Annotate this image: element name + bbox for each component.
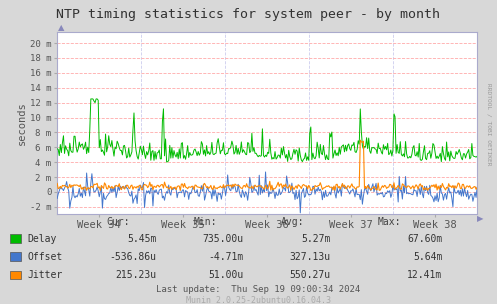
Text: 5.64m: 5.64m: [413, 252, 442, 262]
Text: RRDTOOL / TOBI OETIKER: RRDTOOL / TOBI OETIKER: [486, 83, 491, 166]
Text: 327.13u: 327.13u: [289, 252, 331, 262]
Text: -536.86u: -536.86u: [109, 252, 157, 262]
Text: Cur:: Cur:: [107, 217, 130, 227]
Text: 215.23u: 215.23u: [115, 270, 157, 280]
Text: 5.27m: 5.27m: [301, 234, 331, 244]
Text: Jitter: Jitter: [27, 270, 63, 280]
Text: 550.27u: 550.27u: [289, 270, 331, 280]
Text: Offset: Offset: [27, 252, 63, 262]
Text: ▲: ▲: [58, 23, 64, 32]
Text: Min:: Min:: [194, 217, 217, 227]
Text: Delay: Delay: [27, 234, 57, 244]
Text: Last update:  Thu Sep 19 09:00:34 2024: Last update: Thu Sep 19 09:00:34 2024: [157, 285, 360, 294]
Text: Munin 2.0.25-2ubuntu0.16.04.3: Munin 2.0.25-2ubuntu0.16.04.3: [186, 296, 331, 304]
Text: 51.00u: 51.00u: [208, 270, 244, 280]
Text: Max:: Max:: [378, 217, 401, 227]
Text: NTP timing statistics for system peer - by month: NTP timing statistics for system peer - …: [57, 8, 440, 21]
Y-axis label: seconds: seconds: [17, 101, 27, 145]
Text: 5.45m: 5.45m: [127, 234, 157, 244]
Text: -4.71m: -4.71m: [208, 252, 244, 262]
Text: 735.00u: 735.00u: [202, 234, 244, 244]
Text: 67.60m: 67.60m: [407, 234, 442, 244]
Text: ▶: ▶: [477, 215, 484, 223]
Text: 12.41m: 12.41m: [407, 270, 442, 280]
Text: Avg:: Avg:: [281, 217, 304, 227]
